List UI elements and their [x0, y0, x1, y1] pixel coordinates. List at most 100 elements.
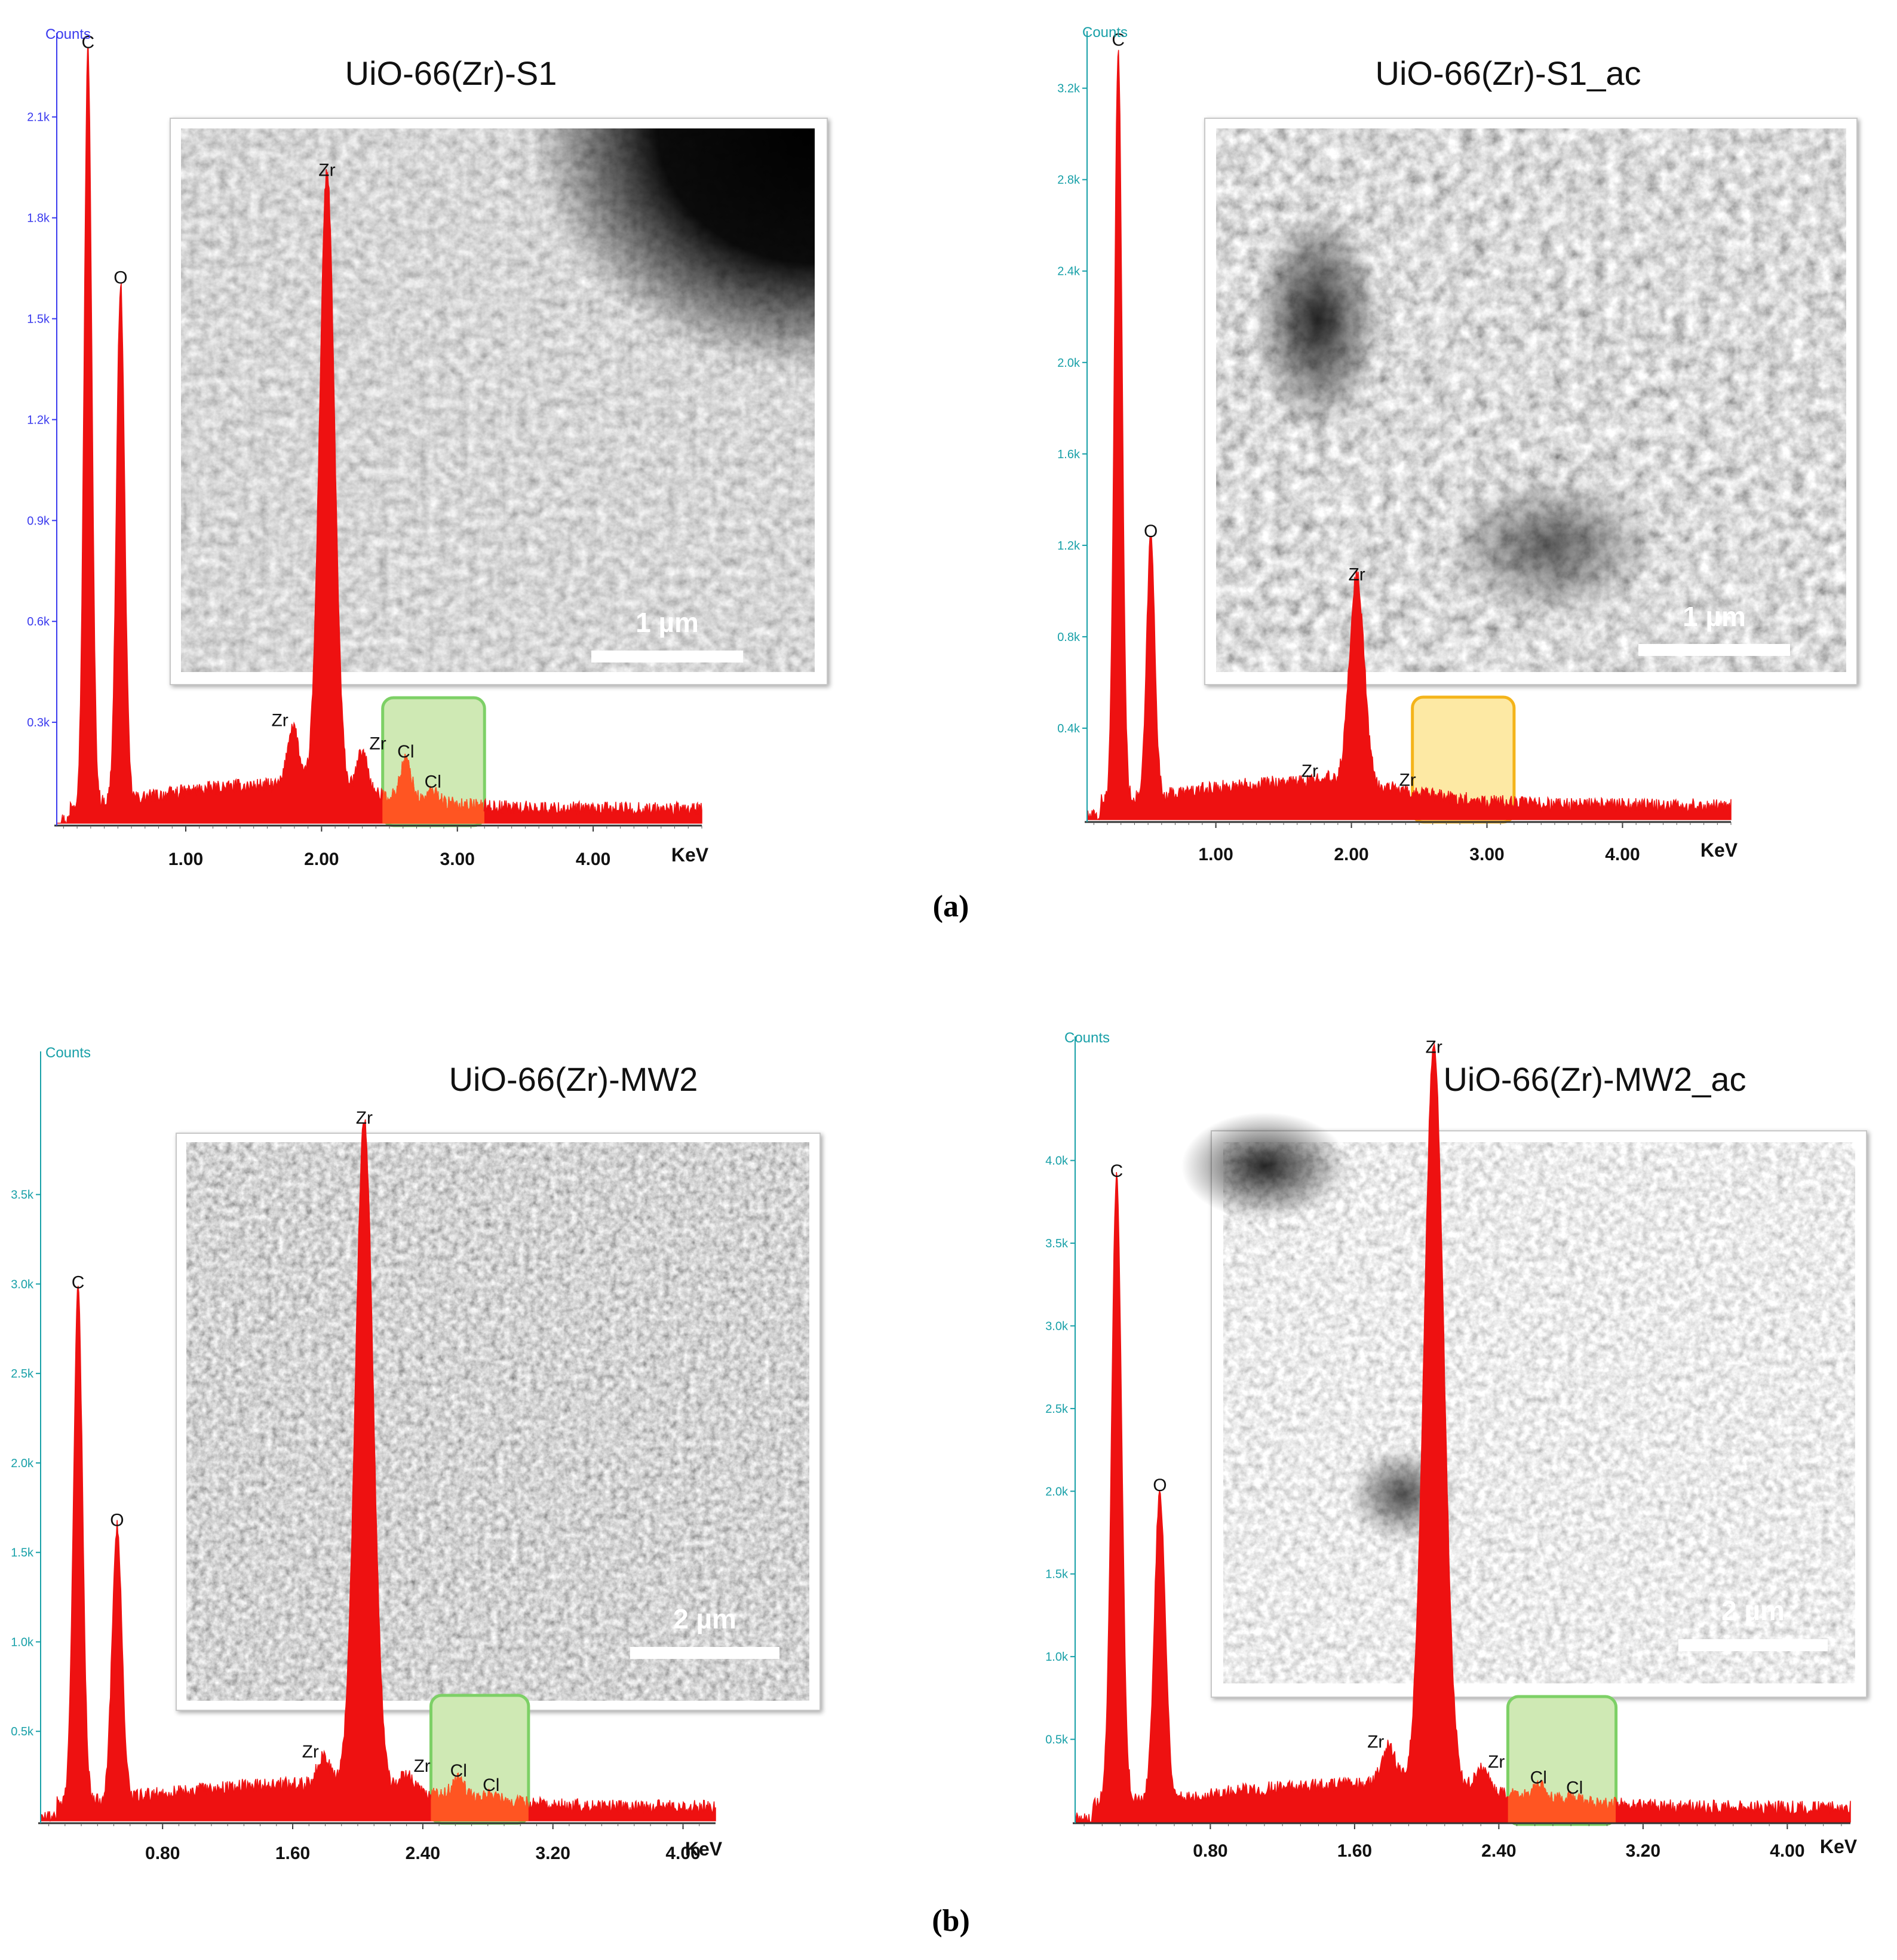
y-tick-label: 3.0k — [1045, 1320, 1069, 1333]
y-tick-label: 1.5k — [27, 313, 50, 326]
y-tick-label: 2.5k — [11, 1367, 34, 1381]
y-axis-label: Counts — [45, 1045, 91, 1061]
cl-region-fill — [1508, 1780, 1616, 1823]
peak-label: O — [113, 268, 127, 287]
peak-label: O — [1144, 522, 1158, 541]
peak-label: Zr — [356, 1108, 373, 1128]
y-tick-label: 2.0k — [1045, 1485, 1069, 1498]
scale-bar-label: 1 µm — [636, 607, 699, 638]
chart-a-left: 1 µm UiO-66(Zr)-S1 C O Zr Zr Zr Cl Cl 1.00 2.00 3.0… — [27, 26, 828, 869]
y-tick-label: 1.8k — [27, 212, 50, 225]
spectrum-area — [1086, 50, 1732, 821]
x-tick-label: 2.40 — [1481, 1841, 1516, 1861]
x-tick-label: 0.80 — [1193, 1841, 1227, 1861]
chart-title: UiO-66(Zr)-MW2 — [449, 1060, 698, 1098]
x-tick-label: 3.20 — [1626, 1841, 1660, 1861]
x-axis-label: KeV — [1700, 839, 1738, 861]
x-tick-label: 4.00 — [665, 1844, 700, 1863]
peak-label: Zr — [413, 1756, 430, 1776]
peak-label: Zr — [1399, 771, 1416, 790]
peak-label: Cl — [425, 772, 441, 792]
x-tick-label: 2.40 — [406, 1844, 440, 1863]
y-tick-label: 1.0k — [11, 1636, 34, 1649]
spectrum-area — [56, 48, 702, 824]
sem-dark-region — [1252, 206, 1383, 433]
x-tick-label: 3.20 — [536, 1844, 570, 1863]
y-tick-label: 0.5k — [11, 1725, 34, 1738]
peak-label: Zr — [1301, 761, 1318, 781]
y-tick-label: 1.2k — [27, 413, 50, 427]
y-tick-label: 2.0k — [11, 1457, 34, 1470]
peak-label: Zr — [369, 734, 386, 754]
sem-dark-region — [1443, 475, 1658, 618]
x-axis-label: KeV — [685, 1838, 723, 1860]
y-tick-label: 2.5k — [1045, 1403, 1069, 1416]
peak-label: Cl — [1530, 1768, 1547, 1788]
peak-label: C — [1112, 30, 1125, 50]
x-tick-label: 2.00 — [1334, 845, 1368, 864]
chart-b-right: 2 µm UiO-66(Zr)-MW2_ac C O Zr Zr Zr Cl Cl 0.80 1.6… — [1045, 1030, 1867, 1861]
y-tick-label: 3.5k — [11, 1189, 34, 1202]
peak-label: Cl — [483, 1775, 499, 1795]
peak-label: Zr — [302, 1742, 319, 1762]
y-tick-label: 1.5k — [11, 1547, 34, 1560]
y-tick-label: 3.0k — [11, 1278, 34, 1291]
y-tick-label: 1.2k — [1057, 539, 1081, 553]
chart-title: UiO-66(Zr)-MW2_ac — [1443, 1060, 1746, 1098]
scale-bar — [1678, 1639, 1828, 1651]
spectrum-area — [40, 1119, 716, 1822]
chart-title: UiO-66(Zr)-S1 — [345, 54, 557, 92]
x-tick-label: 3.00 — [440, 849, 475, 869]
peak-label: O — [1153, 1476, 1167, 1495]
y-tick-label: 2.0k — [1057, 357, 1081, 370]
peak-label: Cl — [450, 1761, 467, 1781]
chart-title: UiO-66(Zr)-S1_ac — [1376, 54, 1641, 92]
peak-label: Zr — [318, 160, 335, 180]
spectrum-area — [1075, 1042, 1851, 1823]
chart-a-right: 1 µm UiO-66(Zr)-S1_ac C O Zr Zr Zr 1.00 2.00 3.00… — [1057, 24, 1858, 864]
chart-b-left: 2 µm UiO-66(Zr)-MW2 C O Zr Zr Zr Cl Cl 0.80 1.60 2.… — [11, 1045, 821, 1863]
peak-label: Zr — [1426, 1038, 1442, 1057]
peak-label: O — [110, 1511, 124, 1530]
x-tick-label: 3.00 — [1469, 845, 1504, 864]
y-tick-label: 3.5k — [1045, 1237, 1069, 1250]
cl-region-fill — [431, 1772, 529, 1821]
peak-label: Zr — [271, 710, 288, 730]
peak-label: Zr — [1348, 565, 1365, 585]
x-tick-label: 4.00 — [1605, 845, 1640, 864]
peak-label: Zr — [1367, 1732, 1384, 1752]
x-axis-label: KeV — [1820, 1836, 1858, 1857]
x-tick-label: 1.60 — [1337, 1841, 1372, 1861]
scale-bar — [630, 1647, 779, 1659]
x-tick-label: 1.60 — [275, 1844, 310, 1863]
scale-bar-label: 2 µm — [1721, 1595, 1785, 1626]
y-tick-label: 2.1k — [27, 111, 50, 124]
panel-label-b: (b) — [932, 1904, 970, 1938]
y-tick-label: 4.0k — [1045, 1155, 1069, 1168]
x-tick-label: 4.00 — [576, 849, 610, 869]
peak-label: Cl — [1566, 1778, 1583, 1798]
peak-label: C — [72, 1272, 85, 1292]
x-tick-label: 1.00 — [1198, 845, 1233, 864]
scale-bar — [1638, 644, 1790, 656]
y-tick-label: 1.0k — [1045, 1651, 1069, 1664]
x-axis-label: KeV — [671, 844, 709, 866]
scale-bar-label: 1 µm — [1683, 601, 1746, 632]
y-tick-label: 1.6k — [1057, 448, 1081, 461]
x-tick-label: 0.80 — [145, 1844, 180, 1863]
y-tick-label: 0.8k — [1057, 631, 1081, 644]
sem-dark-region — [1181, 1112, 1349, 1220]
x-tick-label: 2.00 — [304, 849, 339, 869]
x-tick-label: 1.00 — [168, 849, 203, 869]
y-tick-label: 0.9k — [27, 514, 50, 527]
y-tick-label: 0.4k — [1057, 722, 1081, 735]
scale-bar — [591, 651, 743, 662]
x-tick-label: 4.00 — [1770, 1841, 1804, 1861]
y-tick-label: 3.2k — [1057, 82, 1081, 96]
sem-micrograph — [1223, 1142, 1855, 1683]
y-tick-label: 2.8k — [1057, 174, 1081, 187]
peak-label: C — [1110, 1161, 1124, 1181]
peak-label: C — [81, 32, 94, 52]
